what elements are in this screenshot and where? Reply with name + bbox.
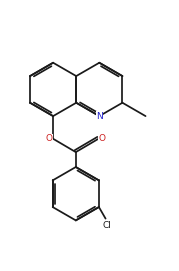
Text: O: O [46, 134, 53, 143]
Text: O: O [99, 134, 106, 143]
Text: Cl: Cl [103, 221, 112, 230]
Text: N: N [96, 112, 103, 121]
